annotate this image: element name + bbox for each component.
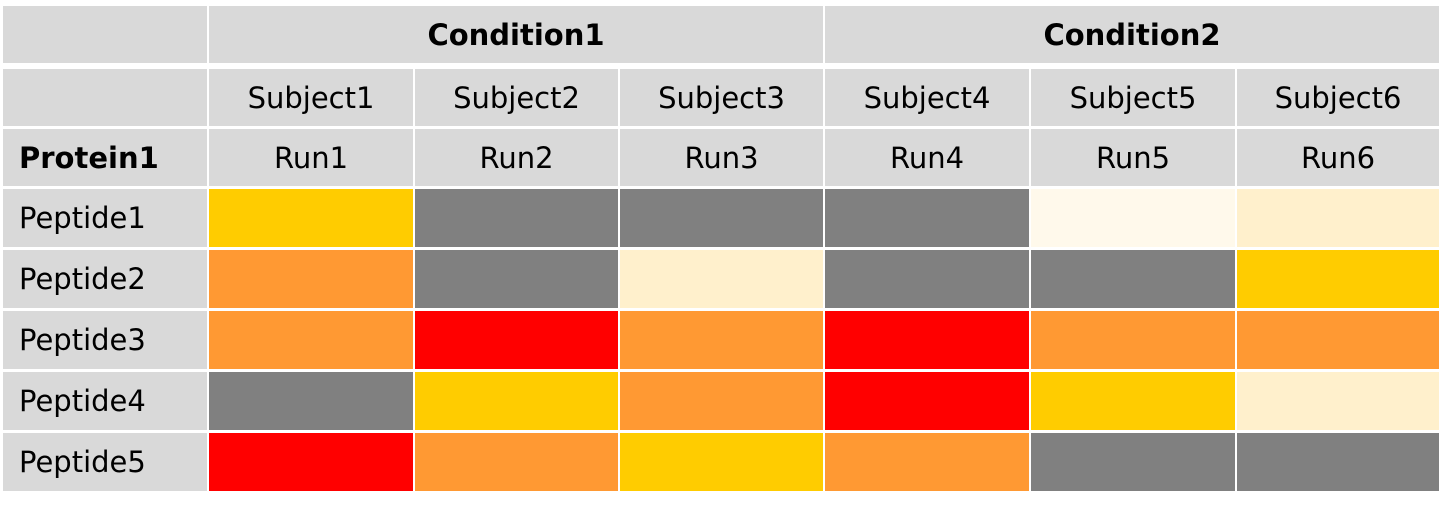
peptide-label: Peptide1 xyxy=(3,189,207,247)
heatmap-cell xyxy=(620,433,823,491)
run-header: Run6 xyxy=(1237,129,1439,186)
protein-label: Protein1 xyxy=(3,129,207,186)
run-header: Run4 xyxy=(825,129,1029,186)
heatmap-cell xyxy=(209,189,413,247)
heatmap-cell xyxy=(825,250,1029,308)
heatmap-cell xyxy=(620,372,823,430)
heatmap-cell xyxy=(1237,250,1439,308)
peptide-label: Peptide5 xyxy=(3,433,207,491)
peptide-label: Peptide3 xyxy=(3,311,207,369)
heatmap-cell xyxy=(415,372,618,430)
run-header: Run2 xyxy=(415,129,618,186)
heatmap-cell xyxy=(1031,433,1235,491)
corner-blank-middle xyxy=(3,69,207,126)
heatmap-cell xyxy=(415,189,618,247)
heatmap-cell xyxy=(825,189,1029,247)
heatmap-cell xyxy=(1237,311,1439,369)
subject-header: Subject1 xyxy=(209,69,413,126)
heatmap-cell xyxy=(415,250,618,308)
heatmap-cell xyxy=(1031,372,1235,430)
heatmap-cell xyxy=(1031,250,1235,308)
heatmap-cell xyxy=(1031,311,1235,369)
peptide-label: Peptide2 xyxy=(3,250,207,308)
heatmap-cell xyxy=(1031,189,1235,247)
heatmap-cell xyxy=(209,311,413,369)
subject-header: Subject3 xyxy=(620,69,823,126)
subject-header: Subject2 xyxy=(415,69,618,126)
heatmap-cell xyxy=(620,189,823,247)
heatmap-cell xyxy=(415,433,618,491)
heatmap-cell xyxy=(620,250,823,308)
heatmap-cell xyxy=(209,250,413,308)
heatmap-cell xyxy=(209,372,413,430)
heatmap-cell xyxy=(1237,372,1439,430)
heatmap-cell xyxy=(209,433,413,491)
peptide-label: Peptide4 xyxy=(3,372,207,430)
run-header: Run3 xyxy=(620,129,823,186)
subject-header: Subject4 xyxy=(825,69,1029,126)
run-header: Run1 xyxy=(209,129,413,186)
subject-header: Subject5 xyxy=(1031,69,1235,126)
heatmap-cell xyxy=(825,433,1029,491)
heatmap-cell xyxy=(620,311,823,369)
condition-header: Condition1 xyxy=(209,6,823,63)
subject-header: Subject6 xyxy=(1237,69,1439,126)
heatmap-cell xyxy=(1237,433,1439,491)
heatmap-cell xyxy=(1237,189,1439,247)
run-header: Run5 xyxy=(1031,129,1235,186)
heatmap-cell xyxy=(415,311,618,369)
condition-header: Condition2 xyxy=(825,6,1439,63)
corner-blank-top xyxy=(3,6,207,63)
heatmap-cell xyxy=(825,372,1029,430)
heatmap-cell xyxy=(825,311,1029,369)
